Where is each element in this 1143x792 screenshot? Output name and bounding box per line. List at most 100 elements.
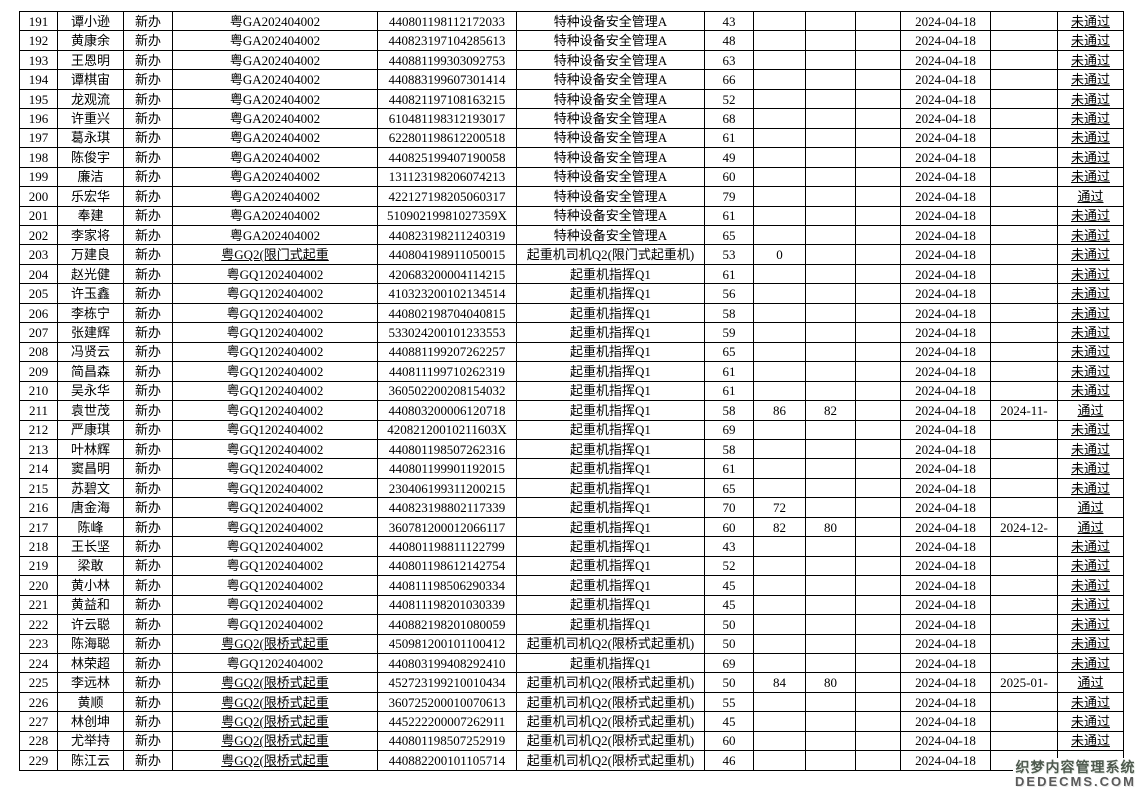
cell-result-link[interactable]: 未通过 xyxy=(1057,302,1124,324)
cell-apply-type: 新办 xyxy=(123,652,173,674)
cell-result-link[interactable]: 未通过 xyxy=(1057,458,1124,479)
cell-retake-date xyxy=(990,633,1058,654)
cell-result-link[interactable]: 未通过 xyxy=(1057,10,1124,32)
cell-batch-number[interactable]: 粤GQ2(限桥式起重 xyxy=(172,711,378,732)
cell-score-2 xyxy=(753,69,806,90)
cell-result-link[interactable]: 未通过 xyxy=(1057,477,1124,499)
cell-result-link[interactable]: 通过 xyxy=(1057,516,1124,538)
cell-result-link[interactable]: 未通过 xyxy=(1057,575,1124,596)
cell-result-link[interactable]: 未通过 xyxy=(1057,438,1124,460)
cell-score-4 xyxy=(855,516,901,538)
cell-result-link[interactable]: 未通过 xyxy=(1057,205,1124,226)
cell-result-link[interactable]: 未通过 xyxy=(1057,555,1124,577)
cell-score-4 xyxy=(855,49,901,71)
cell-score-2 xyxy=(753,536,806,557)
cell-retake-date: 2024-11- xyxy=(990,400,1058,421)
cell-apply-type: 新办 xyxy=(123,263,173,285)
cell-apply-type: 新办 xyxy=(123,205,173,226)
cell-result-link[interactable]: 未通过 xyxy=(1057,380,1124,402)
cms-watermark: 织梦内容管理系统 DEDECMS.COM xyxy=(1013,757,1138,790)
cell-cert-category: 特种设备安全管理A xyxy=(516,186,705,207)
table-row: 202 李家将 新办 粤GA202404002 4408231982112403… xyxy=(19,224,1124,246)
cell-cert-category: 起重机司机Q2(限桥式起重机) xyxy=(516,672,705,693)
cell-score-4 xyxy=(855,283,901,304)
cell-batch-number[interactable]: 粤GQ2(限桥式起重 xyxy=(172,750,378,771)
cell-score-1: 65 xyxy=(704,477,754,499)
cell-score-2 xyxy=(753,341,806,363)
cell-cert-category: 特种设备安全管理A xyxy=(516,147,705,168)
cell-seq-number: 207 xyxy=(19,322,58,343)
cell-result-link[interactable]: 未通过 xyxy=(1057,730,1124,752)
cell-result-link[interactable]: 未通过 xyxy=(1057,88,1124,110)
cell-seq-number: 217 xyxy=(19,516,58,538)
cell-batch-number[interactable]: 粤GQ2(限桥式起重 xyxy=(172,633,378,654)
cell-score-1: 61 xyxy=(704,127,754,149)
table-row: 214 窦昌明 新办 粤GQ1202404002 440801199901192… xyxy=(19,458,1124,479)
cell-batch-number: 粤GQ1202404002 xyxy=(172,458,378,479)
cell-result-link[interactable]: 通过 xyxy=(1057,186,1124,207)
cell-result-link[interactable]: 未通过 xyxy=(1057,536,1124,557)
cell-result-link[interactable]: 通过 xyxy=(1057,400,1124,421)
cell-cert-category: 特种设备安全管理A xyxy=(516,49,705,71)
cell-result-link[interactable]: 未通过 xyxy=(1057,341,1124,363)
cell-result-link[interactable]: 未通过 xyxy=(1057,49,1124,71)
cell-score-1: 48 xyxy=(704,30,754,51)
cell-result-link[interactable]: 未通过 xyxy=(1057,283,1124,304)
cell-cert-category: 特种设备安全管理A xyxy=(516,69,705,90)
cell-id-number: 533024200101233553 xyxy=(377,322,517,343)
cell-score-1: 45 xyxy=(704,575,754,596)
cell-result-link[interactable]: 未通过 xyxy=(1057,108,1124,129)
table-row: 191 谭小逊 新办 粤GA202404002 4408011981121720… xyxy=(19,10,1124,32)
cell-result-link[interactable]: 未通过 xyxy=(1057,594,1124,616)
cell-score-1: 50 xyxy=(704,614,754,635)
cell-score-3 xyxy=(805,633,856,654)
cell-cert-category: 起重机指挥Q1 xyxy=(516,614,705,635)
cell-seq-number: 213 xyxy=(19,438,58,460)
cell-score-1: 49 xyxy=(704,147,754,168)
cell-result-link[interactable]: 未通过 xyxy=(1057,224,1124,246)
cell-result-link[interactable]: 未通过 xyxy=(1057,652,1124,674)
cell-exam-date: 2024-04-18 xyxy=(900,672,991,693)
cell-score-2 xyxy=(753,166,806,188)
cell-result-link[interactable]: 未通过 xyxy=(1057,361,1124,382)
cell-result-link[interactable]: 通过 xyxy=(1057,672,1124,693)
cell-result-link[interactable]: 未通过 xyxy=(1057,322,1124,343)
cell-score-3 xyxy=(805,186,856,207)
cell-batch-number[interactable]: 粤GQ2(限门式起重 xyxy=(172,244,378,265)
cell-seq-number: 228 xyxy=(19,730,58,752)
cell-person-name: 窦昌明 xyxy=(57,458,124,479)
cell-exam-date: 2024-04-18 xyxy=(900,711,991,732)
cell-seq-number: 226 xyxy=(19,691,58,713)
cell-id-number: 440802198704040815 xyxy=(377,302,517,324)
cell-result-link[interactable]: 未通过 xyxy=(1057,419,1124,440)
cell-batch-number[interactable]: 粤GQ2(限桥式起重 xyxy=(172,730,378,752)
table-row: 207 张建辉 新办 粤GQ1202404002 533024200101233… xyxy=(19,322,1124,343)
cell-person-name: 许重兴 xyxy=(57,108,124,129)
cell-apply-type: 新办 xyxy=(123,361,173,382)
cell-result-link[interactable]: 未通过 xyxy=(1057,633,1124,654)
cell-person-name: 王长坚 xyxy=(57,536,124,557)
cell-result-link[interactable]: 未通过 xyxy=(1057,69,1124,90)
cell-result-link[interactable]: 未通过 xyxy=(1057,166,1124,188)
cell-result-link[interactable]: 未通过 xyxy=(1057,711,1124,732)
cell-result-link[interactable]: 未通过 xyxy=(1057,127,1124,149)
cell-result-link[interactable]: 未通过 xyxy=(1057,263,1124,285)
cell-retake-date xyxy=(990,30,1058,51)
cell-seq-number: 209 xyxy=(19,361,58,382)
cell-retake-date xyxy=(990,49,1058,71)
cell-batch-number[interactable]: 粤GQ2(限桥式起重 xyxy=(172,691,378,713)
cell-result-link[interactable]: 未通过 xyxy=(1057,147,1124,168)
table-row: 219 梁敢 新办 粤GQ1202404002 4408011986121427… xyxy=(19,555,1124,577)
cell-batch-number[interactable]: 粤GQ2(限桥式起重 xyxy=(172,672,378,693)
cell-result-link[interactable]: 未通过 xyxy=(1057,30,1124,51)
cell-cert-category: 起重机指挥Q1 xyxy=(516,652,705,674)
cell-id-number: 440883199607301414 xyxy=(377,69,517,90)
cell-person-name: 袁世茂 xyxy=(57,400,124,421)
cell-result-link[interactable]: 未通过 xyxy=(1057,614,1124,635)
cell-result-link[interactable]: 未通过 xyxy=(1057,244,1124,265)
cell-score-1: 43 xyxy=(704,10,754,32)
cell-result-link[interactable]: 未通过 xyxy=(1057,691,1124,713)
cell-id-number: 440811198506290334 xyxy=(377,575,517,596)
cell-result-link[interactable]: 通过 xyxy=(1057,497,1124,518)
cell-cert-category: 起重机指挥Q1 xyxy=(516,400,705,421)
